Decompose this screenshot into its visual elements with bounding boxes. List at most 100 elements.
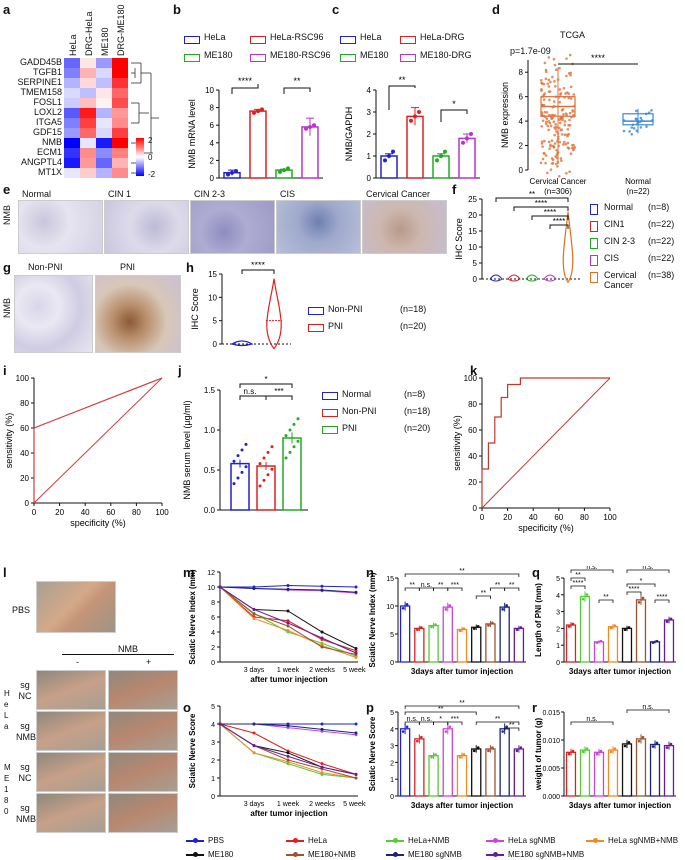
data-point [232, 459, 236, 463]
panel-letter-q: q [532, 565, 540, 580]
data-point [461, 140, 465, 145]
violin [543, 274, 557, 282]
data-point [252, 110, 256, 115]
data-point [554, 68, 558, 72]
data-point [541, 157, 545, 161]
data-point [595, 752, 599, 756]
series-point [354, 585, 358, 589]
y-tick-label: 4 [556, 593, 560, 600]
panel-i-roc-chart: 00 20 20 40 40 60 60 80 80 100 100 specificity (%) s… [4, 374, 169, 528]
data-point [560, 108, 564, 112]
heatmap-column-label: DRG-HeLa [84, 11, 94, 56]
data-point [546, 171, 549, 175]
y-tick-label: 2 [390, 760, 394, 767]
micrograph [18, 200, 103, 254]
legend-swatch [590, 238, 598, 249]
data-point [472, 627, 476, 630]
significance-label: n.s. [586, 566, 597, 571]
heatmap-row-label: ITGA5 [35, 117, 62, 127]
data-point [288, 428, 292, 432]
panel-o-line-chart: 0 1 2 3 4 5 3 days 1 week 2 weeks 5 weeks after tu… [188, 704, 366, 818]
legend-swatch [590, 204, 598, 215]
data-point [569, 71, 573, 75]
reference-diagonal [481, 377, 611, 509]
panel-n-bar-chart: 0 5 10 15 3days after tumor injection Sciatic… [368, 568, 526, 676]
series-point [320, 645, 324, 649]
data-point [444, 730, 448, 733]
x-tick-label: 80 [132, 508, 141, 517]
series-point [320, 762, 324, 766]
data-point [434, 753, 437, 756]
y-tick-label: 5 [211, 704, 215, 711]
heatmap-cell [96, 98, 112, 108]
panel-g-row-label: NMB [2, 298, 12, 318]
legend-label: Non-PNI [328, 304, 363, 314]
significance-label: * [264, 375, 267, 384]
data-point [581, 750, 585, 754]
data-point [558, 140, 562, 144]
heatmap-cell [64, 98, 80, 108]
legend-label: CIN1 [604, 219, 625, 229]
heatmap-cell [96, 118, 112, 128]
data-point [549, 80, 552, 84]
significance-bracket [404, 573, 520, 577]
data-point [554, 127, 557, 131]
series-point [252, 722, 256, 726]
legend-label: HeLa [204, 32, 226, 42]
y-tick-label: 5 [473, 259, 478, 268]
bar [649, 743, 661, 797]
data-point [595, 641, 599, 644]
panel-letter-o: o [183, 700, 191, 715]
legend-count: (n=22) [648, 236, 675, 246]
data-point [465, 136, 469, 141]
data-point [552, 145, 556, 149]
significance-label: ** [409, 582, 415, 589]
significance-label: n.s. [244, 387, 257, 396]
panel-letter-f: f [452, 182, 457, 197]
y-tick-label: 40 [20, 449, 29, 458]
legend-marker [193, 838, 198, 843]
significance-label: **** [553, 217, 565, 226]
data-point [569, 73, 572, 77]
legend-label: Normal [604, 202, 634, 212]
data-point [448, 604, 452, 607]
series-point [252, 612, 256, 616]
micrograph-pni [95, 275, 181, 353]
panel-e-row-label: NMB [2, 205, 12, 225]
data-point [417, 110, 421, 114]
bar [565, 751, 577, 797]
legend-swatch [590, 221, 598, 232]
data-point [469, 132, 473, 136]
data-point [548, 90, 552, 93]
bar [428, 624, 439, 663]
data-point [564, 142, 568, 146]
significance-label: ** [398, 75, 406, 85]
x-tick-label: 40 [529, 513, 538, 522]
bar [607, 626, 619, 663]
series-line [219, 586, 357, 649]
y-tick-label: 60 [468, 426, 477, 435]
data-point [278, 169, 282, 174]
box [622, 113, 654, 126]
legend-swatch [400, 36, 416, 44]
data-point [545, 120, 548, 124]
panel-l-pbs-label: PBS [12, 605, 31, 615]
data-point [552, 120, 556, 123]
data-point [628, 130, 631, 133]
significance-label: ** [509, 582, 515, 589]
y-tick-label: 80 [468, 400, 477, 409]
x-axis-title: specificity (%) [70, 518, 126, 528]
bar [406, 115, 424, 179]
y-tick-label: 0 [210, 174, 215, 183]
data-point [443, 149, 447, 154]
series-point [354, 722, 358, 726]
violin [562, 211, 574, 284]
legend-count: (n=8) [404, 389, 426, 399]
data-point [266, 473, 270, 477]
data-point [549, 168, 553, 171]
mouse-photo [36, 711, 106, 751]
data-point [544, 154, 548, 157]
data-point [645, 125, 648, 129]
